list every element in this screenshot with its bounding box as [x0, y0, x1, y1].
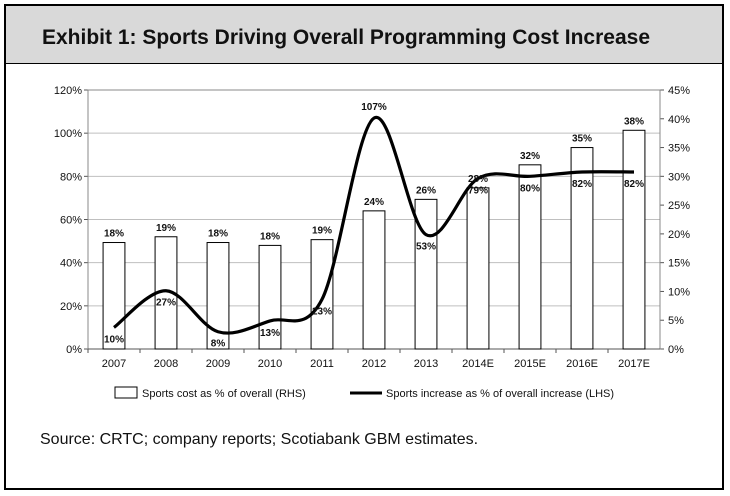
bar-data-label: 38%	[624, 116, 644, 127]
right-tick-label: 0%	[668, 344, 684, 356]
x-tick-label: 2015E	[514, 358, 546, 370]
line-data-label: 82%	[572, 179, 592, 190]
line-data-label: 13%	[260, 328, 280, 339]
bar-data-label: 18%	[260, 231, 280, 242]
bar-data-label: 28%	[468, 174, 488, 185]
bar-data-label: 32%	[520, 151, 540, 162]
title-bar: Exhibit 1: Sports Driving Overall Progra…	[6, 6, 722, 64]
bar	[206, 242, 230, 350]
bar	[570, 147, 594, 350]
x-tick-label: 2012	[362, 358, 386, 370]
line-data-label: 80%	[520, 183, 540, 194]
x-tick-label: 2007	[102, 358, 126, 370]
line-series	[113, 116, 635, 335]
right-tick-label: 35%	[668, 143, 690, 155]
legend-line-label: Sports increase as % of overall increase…	[386, 388, 614, 400]
left-tick-label: 40%	[60, 258, 82, 270]
bar	[466, 187, 490, 350]
right-tick-label: 15%	[668, 258, 690, 270]
chart-title: Exhibit 1: Sports Driving Overall Progra…	[42, 26, 650, 49]
right-tick-label: 20%	[668, 229, 690, 241]
line-data-label: 82%	[624, 179, 644, 190]
bar-data-label: 18%	[208, 229, 228, 240]
right-tick-label: 10%	[668, 286, 690, 298]
x-tick-label: 2009	[206, 358, 230, 370]
x-tick-label: 2014E	[462, 358, 494, 370]
line-data-label: 23%	[312, 306, 332, 317]
left-tick-label: 120%	[54, 85, 82, 97]
line-data-label: 79%	[468, 185, 488, 196]
line-data-label: 8%	[211, 339, 226, 350]
right-tick-label: 25%	[668, 200, 690, 212]
x-tick-label: 2016E	[566, 358, 598, 370]
line-data-label: 53%	[416, 242, 436, 253]
x-tick-label: 2011	[310, 358, 334, 370]
x-tick-label: 2010	[258, 358, 282, 370]
line-data-label: 27%	[156, 298, 176, 309]
line-data-label: 10%	[104, 334, 124, 345]
x-tick-label: 2013	[414, 358, 438, 370]
left-tick-label: 0%	[66, 344, 82, 356]
left-tick-label: 60%	[60, 215, 82, 227]
bar	[102, 242, 126, 350]
right-tick-label: 30%	[668, 171, 690, 183]
right-tick-label: 40%	[668, 114, 690, 126]
x-tick-label: 2017E	[618, 358, 650, 370]
left-tick-label: 20%	[60, 301, 82, 313]
left-tick-label: 80%	[60, 171, 82, 183]
bar-data-label: 26%	[416, 185, 436, 196]
source-note: Source: CRTC; company reports; Scotiaban…	[40, 431, 479, 448]
bar	[310, 239, 334, 350]
legend-bar-swatch	[114, 386, 138, 399]
bar	[622, 129, 646, 350]
right-tick-label: 5%	[668, 315, 684, 327]
bar-data-label: 19%	[156, 223, 176, 234]
right-tick-label: 45%	[668, 85, 690, 97]
x-tick-label: 2008	[154, 358, 178, 370]
line-data-label: 107%	[361, 102, 387, 113]
bar-data-label: 19%	[312, 226, 332, 237]
bar-data-label: 24%	[364, 197, 384, 208]
legend-bar-label: Sports cost as % of overall (RHS)	[142, 388, 306, 400]
left-tick-label: 100%	[54, 128, 82, 140]
bar-data-label: 18%	[104, 229, 124, 240]
bar	[518, 164, 542, 350]
bar	[362, 210, 386, 350]
bar-data-label: 35%	[572, 134, 592, 145]
